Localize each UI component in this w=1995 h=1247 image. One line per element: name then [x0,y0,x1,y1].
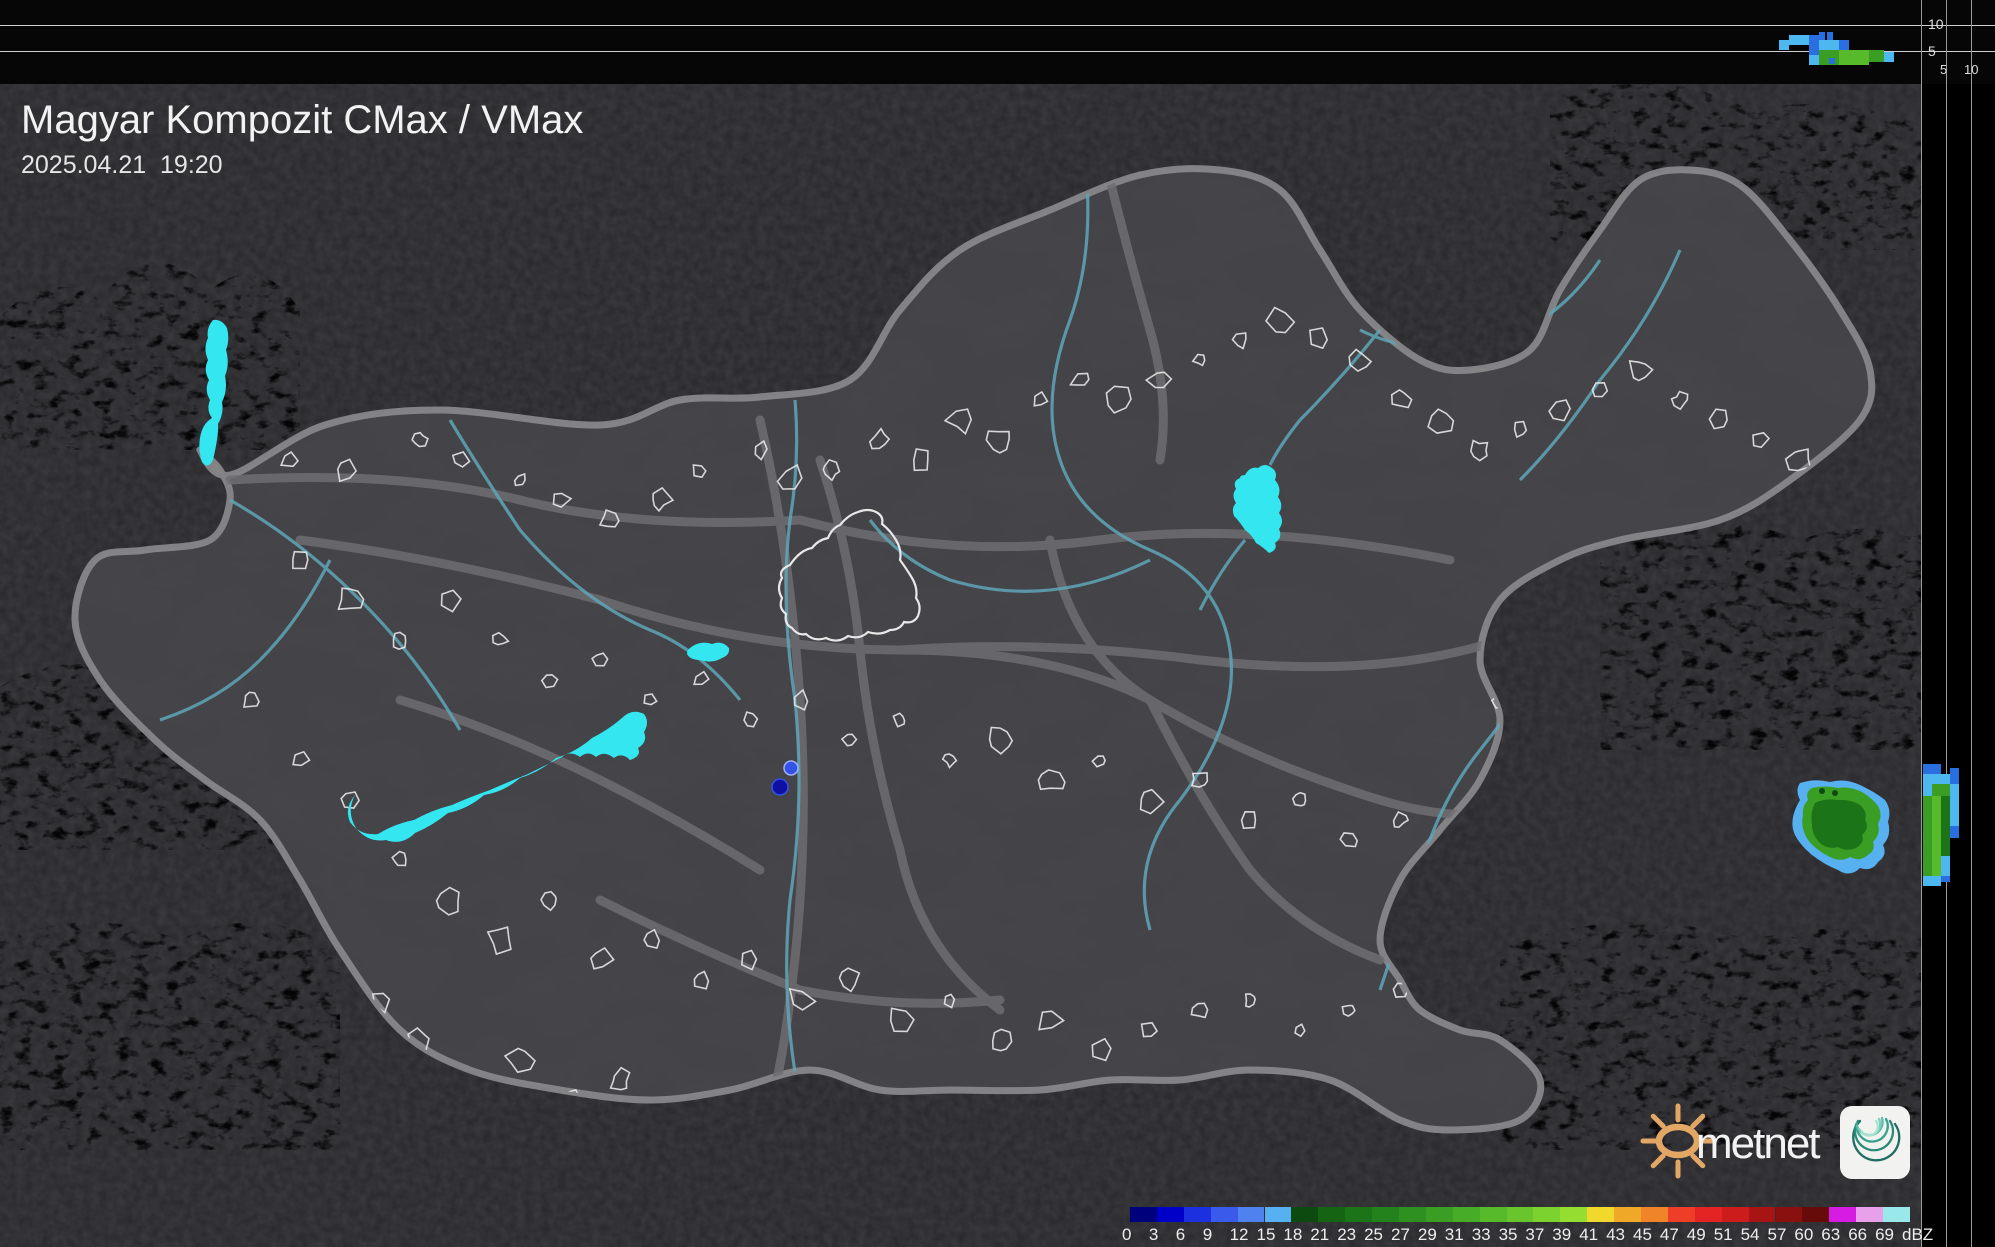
svg-text:metnet: metnet [1696,1119,1820,1168]
